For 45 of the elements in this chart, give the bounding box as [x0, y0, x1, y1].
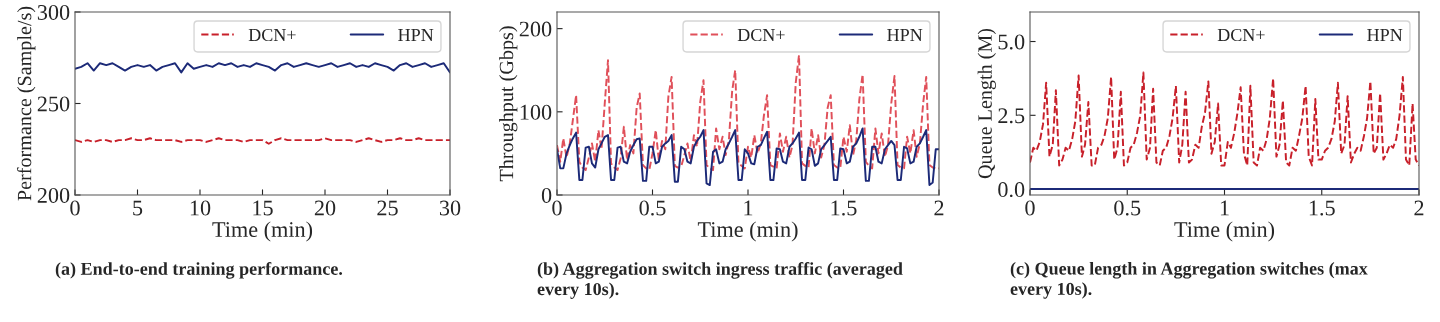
x-tick-label: 1.5: [1309, 200, 1335, 216]
y-tick-label: 250: [37, 96, 70, 112]
x-tick-label: 30: [439, 200, 461, 216]
x-tick-label: 0: [1025, 200, 1035, 216]
x-tick-label: 1.5: [831, 200, 857, 216]
legend-label: DCN+: [737, 28, 785, 42]
x-tick-label: 1: [744, 200, 753, 216]
x-tick-label: 0.5: [1114, 200, 1141, 216]
x-tick-label: 1: [1220, 200, 1229, 216]
x-tick-label: 10: [190, 200, 211, 216]
x-tick-label: 0: [552, 200, 562, 216]
y-tick-label: 200: [519, 21, 552, 37]
x-tick-label: 5: [133, 200, 143, 216]
x-tick-label: 2: [1414, 200, 1424, 216]
legend-label: HPN: [1367, 29, 1403, 41]
x-tick-label: 25: [377, 200, 398, 216]
line-series: [75, 62, 450, 74]
y-tick-label: 100: [520, 104, 552, 120]
y-axis-title: Performance (Sample/s): [16, 6, 36, 201]
x-tick-label: 20: [314, 200, 336, 216]
line-series: [557, 54, 939, 172]
legend-label: DCN+: [1217, 28, 1265, 42]
x-tick-label: 15: [253, 200, 273, 216]
y-tick-label: 200: [37, 187, 70, 203]
x-axis-title: Time (min): [1174, 221, 1275, 242]
y-tick-label: 2.5: [998, 108, 1025, 124]
y-tick-label: 5.0: [998, 34, 1025, 50]
legend-label: HPN: [887, 29, 923, 41]
text: (a) End-to-end training performance.: [55, 262, 343, 279]
legend-label: HPN: [398, 29, 434, 41]
line-series: [1030, 71, 1419, 167]
y-tick-label: 0: [541, 187, 552, 203]
text: (b) Aggregation switch ingress traffic (averaged every 10s).: [537, 262, 903, 299]
y-axis-title: Throughput (Gbps): [499, 26, 518, 182]
x-axis-title: Time (min): [697, 221, 798, 242]
line-series: [557, 127, 939, 186]
x-tick-label: 0.5: [639, 200, 666, 216]
y-tick-label: 0.0: [998, 182, 1025, 198]
x-axis-title: Time (min): [212, 221, 313, 242]
text: (c) Queue length in Aggregation switches (max every 10s).: [1010, 262, 1368, 299]
legend-label: DCN+: [248, 28, 296, 42]
x-tick-label: 0: [70, 200, 80, 216]
x-tick-label: 2: [934, 200, 944, 216]
y-tick-label: 300: [37, 4, 70, 20]
y-axis-title: Queue Length (M): [977, 28, 996, 179]
